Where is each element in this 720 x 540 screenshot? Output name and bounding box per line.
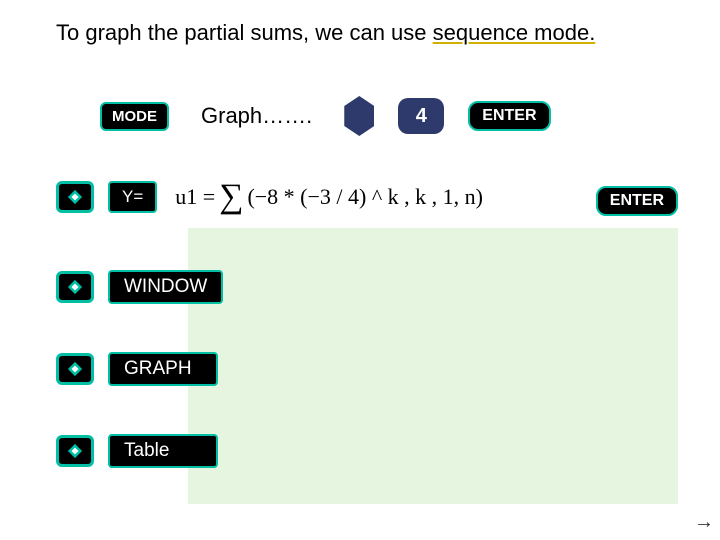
formula-rhs: (−8 * (−3 / 4) ^ k , k , 1, n) bbox=[247, 184, 483, 210]
mode-button[interactable]: MODE bbox=[100, 102, 169, 131]
row-graph: GRAPH bbox=[56, 352, 218, 386]
row-table: Table bbox=[56, 434, 218, 468]
diamond-button-1[interactable] bbox=[56, 181, 94, 213]
graph-ellipsis-label: Graph……. bbox=[201, 103, 312, 129]
diamond-button-3[interactable] bbox=[56, 353, 94, 385]
formula-display: u1 = ∑ (−8 * (−3 / 4) ^ k , k , 1, n) bbox=[175, 180, 483, 214]
enter-button-2[interactable]: ENTER bbox=[596, 186, 678, 216]
enter-button[interactable]: ENTER bbox=[468, 101, 550, 131]
formula-lhs: u1 = bbox=[175, 184, 215, 210]
diamond-icon bbox=[66, 188, 84, 206]
page-title: To graph the partial sums, we can use se… bbox=[56, 20, 595, 46]
diamond-icon bbox=[66, 442, 84, 460]
next-arrow-icon[interactable]: → bbox=[694, 511, 714, 534]
graph-button[interactable]: GRAPH bbox=[108, 352, 218, 386]
table-button[interactable]: Table bbox=[108, 434, 218, 468]
row-mode-sequence: MODE Graph……. 4 ENTER bbox=[100, 96, 551, 136]
placeholder-panel bbox=[188, 228, 678, 504]
diamond-icon bbox=[66, 360, 84, 378]
y-equals-button[interactable]: Y= bbox=[108, 181, 157, 213]
row-window: WINDOW bbox=[56, 270, 223, 304]
diamond-button-4[interactable] bbox=[56, 435, 94, 467]
diamond-button-2[interactable] bbox=[56, 271, 94, 303]
title-prefix: To graph the partial sums, we can use bbox=[56, 20, 433, 45]
diamond-icon bbox=[66, 278, 84, 296]
title-underlined: sequence mode. bbox=[433, 20, 596, 45]
nav-hex-button[interactable] bbox=[344, 96, 374, 136]
four-button[interactable]: 4 bbox=[398, 98, 444, 134]
window-button[interactable]: WINDOW bbox=[108, 270, 223, 304]
row-y-equals: Y= u1 = ∑ (−8 * (−3 / 4) ^ k , k , 1, n) bbox=[56, 180, 483, 214]
sigma-icon: ∑ bbox=[219, 180, 243, 214]
